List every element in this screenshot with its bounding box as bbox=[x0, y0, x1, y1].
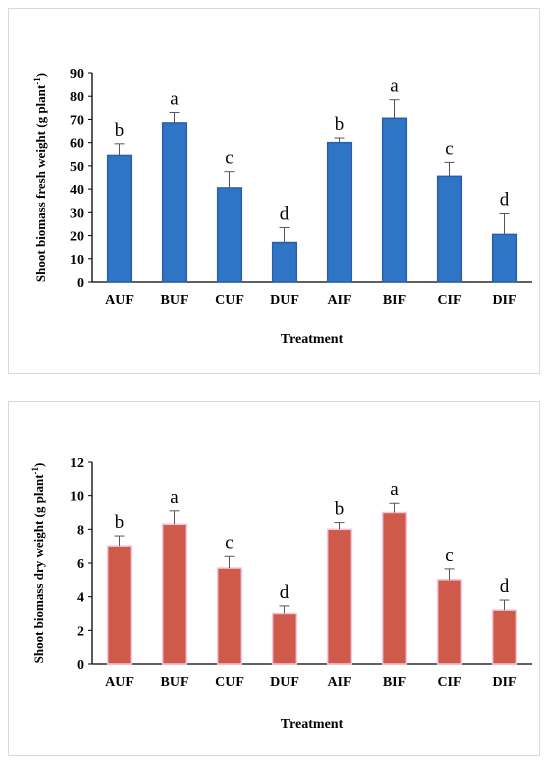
y-axis-label: Shoot biomass fresh weight (g plant-1) bbox=[32, 73, 48, 282]
x-tick-label: CUF bbox=[215, 293, 244, 308]
y-tick-label: 12 bbox=[70, 456, 84, 471]
x-tick-label: AIF bbox=[327, 675, 351, 690]
significance-letter: c bbox=[445, 545, 453, 566]
x-tick-label: DUF bbox=[270, 675, 299, 690]
x-tick-label: DUF bbox=[270, 293, 299, 308]
bar-duf bbox=[271, 241, 298, 283]
dry-weight-chart-panel: 0 2 4 6 8 10 12 b AUF a BUF c CUF d DUF b AIF a BIF c CIF d DI… bbox=[8, 401, 540, 756]
x-tick-label: AUF bbox=[105, 675, 134, 690]
bar-buf bbox=[161, 122, 188, 283]
y-tick-label: 80 bbox=[70, 90, 84, 105]
bar-cif bbox=[436, 579, 463, 665]
y-tick-label: 8 bbox=[77, 523, 84, 538]
y-tick-label: 20 bbox=[70, 230, 84, 245]
bar-cuf bbox=[216, 567, 243, 665]
significance-letter: d bbox=[500, 189, 510, 210]
significance-letter: b bbox=[335, 499, 345, 520]
x-tick-label: BUF bbox=[161, 675, 189, 690]
significance-letter: a bbox=[170, 487, 179, 508]
y-tick-label: 60 bbox=[70, 137, 84, 152]
x-tick-label: BIF bbox=[383, 293, 406, 308]
x-tick-label: DIF bbox=[492, 293, 516, 308]
bar-cif bbox=[436, 175, 463, 283]
y-tick-label: 50 bbox=[70, 160, 84, 175]
significance-letter: a bbox=[170, 88, 179, 109]
bar-aif bbox=[326, 528, 353, 665]
significance-letter: d bbox=[280, 582, 290, 603]
bar-bif bbox=[381, 511, 408, 665]
significance-letter: d bbox=[500, 576, 510, 597]
significance-letter: b bbox=[115, 120, 125, 141]
y-tick-label: 2 bbox=[77, 624, 84, 639]
x-tick-label: BIF bbox=[383, 675, 406, 690]
bar-buf bbox=[161, 523, 188, 665]
y-axis-label: Shoot biomass dry weight (g plant-1) bbox=[30, 463, 46, 664]
x-tick-label: AIF bbox=[327, 293, 351, 308]
bar-aif bbox=[326, 141, 353, 283]
bar-dif bbox=[491, 609, 518, 665]
x-tick-label: DIF bbox=[492, 675, 516, 690]
bar-auf bbox=[106, 545, 133, 665]
significance-letter: a bbox=[390, 479, 399, 500]
y-tick-label: 10 bbox=[70, 490, 84, 505]
bar-duf bbox=[271, 612, 298, 665]
bar-cuf bbox=[216, 187, 243, 283]
significance-letter: c bbox=[225, 532, 233, 553]
x-tick-label: CIF bbox=[437, 675, 461, 690]
significance-letter: a bbox=[390, 76, 399, 97]
y-tick-label: 0 bbox=[77, 658, 84, 673]
fresh-weight-chart-panel: 0 10 20 30 40 50 60 70 80 90 b AUF a BUF c CUF d DUF b AIF a… bbox=[8, 8, 540, 374]
significance-letter: b bbox=[335, 114, 345, 135]
bar-dif bbox=[491, 233, 518, 283]
y-tick-label: 70 bbox=[70, 113, 84, 128]
x-tick-label: AUF bbox=[105, 293, 134, 308]
significance-letter: d bbox=[280, 203, 290, 224]
y-tick-label: 0 bbox=[77, 276, 84, 291]
x-tick-label: BUF bbox=[161, 293, 189, 308]
dry-weight-chart: 0 2 4 6 8 10 12 b AUF a BUF c CUF d DUF b AIF a BIF c CIF d DI… bbox=[30, 456, 532, 732]
y-tick-label: 30 bbox=[70, 206, 84, 221]
bar-auf bbox=[106, 154, 133, 283]
y-tick-label: 4 bbox=[77, 591, 84, 606]
fresh-weight-chart: 0 10 20 30 40 50 60 70 80 90 b AUF a BUF c CUF d DUF b AIF a… bbox=[32, 67, 532, 347]
y-tick-label: 90 bbox=[70, 67, 84, 82]
bar-bif bbox=[381, 117, 408, 283]
y-tick-label: 10 bbox=[70, 253, 84, 268]
x-axis-label: Treatment bbox=[281, 717, 344, 732]
significance-letter: c bbox=[225, 148, 233, 169]
y-tick-label: 40 bbox=[70, 183, 84, 198]
significance-letter: b bbox=[115, 512, 125, 533]
x-axis-label: Treatment bbox=[281, 332, 344, 347]
x-tick-label: CUF bbox=[215, 675, 244, 690]
y-tick-label: 6 bbox=[77, 557, 84, 572]
x-tick-label: CIF bbox=[437, 293, 461, 308]
significance-letter: c bbox=[445, 138, 453, 159]
